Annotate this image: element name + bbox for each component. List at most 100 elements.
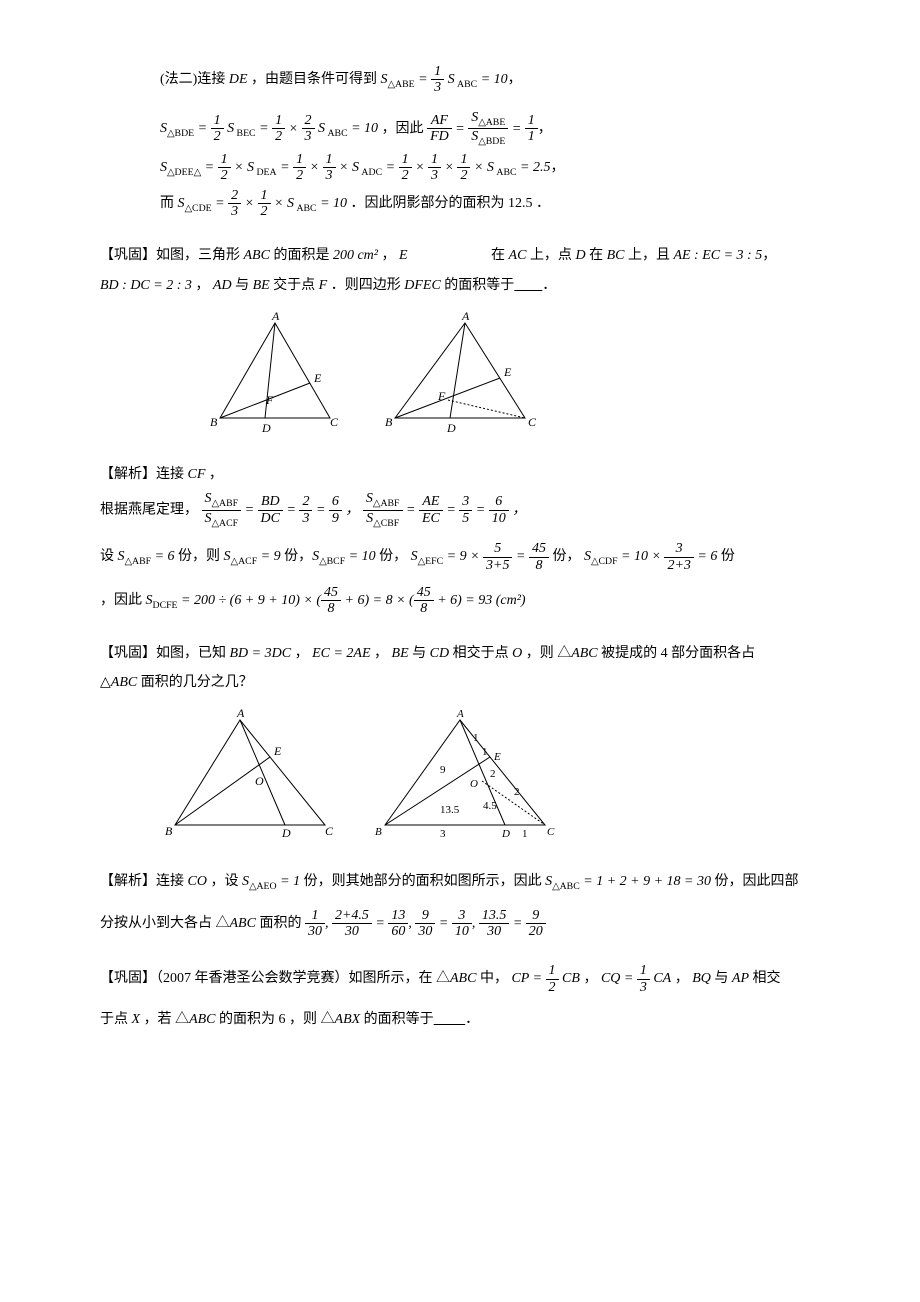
solution-1: 【解析】连接 CF ， 根据燕尾定理， S△ABFS△ACF = BDDC = …: [100, 462, 840, 617]
var: CF: [188, 467, 206, 482]
frac: S△ABFS△CBF: [363, 491, 403, 529]
frac: 920: [526, 908, 546, 940]
frac: 1360: [388, 908, 408, 940]
expr: ×: [306, 160, 322, 175]
expr: × S ADC =: [336, 160, 399, 175]
var: BE: [392, 646, 409, 661]
text: 的面积是: [270, 248, 333, 263]
num: 2: [514, 786, 520, 798]
var: AC: [509, 248, 527, 263]
frac: 458: [529, 541, 549, 573]
expr: S△EFC = 9 ×: [411, 549, 483, 564]
line: S△BDE = 12 S BEC = 12 × 23 S ABC = 10 ，因…: [160, 110, 840, 148]
var: ABC: [244, 248, 270, 263]
text: ，: [291, 646, 312, 661]
frac: 12: [399, 152, 412, 184]
text: ，: [538, 121, 552, 136]
problem-3: 【巩固】（2007 年香港圣公会数学竞赛）如图所示，在 △ABC 中， CP =…: [100, 963, 840, 1032]
line: 而 S△CDE = 23 × 12 × S ABC = 10 ．因此阴影部分的面…: [160, 188, 840, 220]
text: 的面积等于: [360, 1012, 434, 1027]
expr: ×: [412, 160, 428, 175]
text: (法二)连接: [160, 72, 229, 87]
tag: 【解析】: [100, 874, 156, 889]
expr: BD = 3DC: [230, 646, 292, 661]
expr: =: [312, 502, 328, 517]
text: 在: [488, 248, 509, 263]
expr: ,: [325, 916, 332, 931]
num: 1: [482, 746, 488, 758]
frac: 53+5: [483, 541, 512, 573]
expr: =: [403, 502, 419, 517]
expr: BD : DC = 2 : 3: [100, 278, 192, 293]
label-D: D: [446, 421, 456, 435]
frac: 11: [525, 113, 538, 145]
label-O: O: [470, 778, 478, 790]
label-C: C: [547, 826, 555, 838]
expr: AE : EC = 3 : 5: [673, 248, 762, 263]
frac: 12: [293, 152, 306, 184]
label-D: D: [261, 421, 271, 435]
label-E: E: [273, 744, 282, 758]
label-C: C: [325, 824, 334, 838]
expr: =: [372, 916, 388, 931]
expr: ,: [472, 916, 479, 931]
line: △ABC 面积的几分之几？: [100, 670, 840, 695]
expr: =: [508, 121, 524, 136]
text: 的面积等于: [441, 278, 515, 293]
label-E: E: [503, 365, 512, 379]
expr: =: [241, 502, 257, 517]
expr: S ABC = 10: [444, 72, 508, 87]
expr: ×: [241, 196, 257, 211]
line: 于点 X ，若 △ABC 的面积为 6 ，则 △ABX 的面积等于 ．: [100, 1007, 840, 1032]
frac: 23: [302, 113, 315, 145]
expr: ,: [408, 916, 415, 931]
line: 设 S△ABF = 6 份，则 S△ACF = 9 份，S△BCF = 10 份…: [100, 541, 840, 573]
var: AP: [732, 971, 749, 986]
expr: CB: [559, 971, 580, 986]
text: 与: [232, 278, 253, 293]
label-B: B: [375, 826, 382, 838]
expr: × S ABC = 2.5: [470, 160, 550, 175]
var: ABC: [571, 646, 597, 661]
text: ，: [580, 971, 601, 986]
triangle-diagram-2a: A B C D E O: [160, 705, 340, 845]
label-C: C: [528, 415, 537, 429]
line: S△DEE△ = 12 × S DEA = 12 × 13 × S ADC = …: [160, 152, 840, 184]
expr: S△CDF = 10 ×: [584, 549, 665, 564]
text: ，若 △: [140, 1012, 189, 1027]
text: 面积的几分之几？: [137, 675, 253, 690]
frac: 12: [211, 113, 224, 145]
text: 于点: [100, 1012, 132, 1027]
expr: CP =: [511, 971, 545, 986]
label-A: A: [236, 706, 245, 720]
expr: =: [512, 549, 528, 564]
expr: =: [435, 916, 451, 931]
var: ABC: [111, 675, 137, 690]
line: 分按从小到大各占 △ABC 面积的 130, 2+4.530 = 1360, 9…: [100, 908, 840, 940]
frac: 12: [272, 113, 285, 145]
text: 上，点: [526, 248, 575, 263]
line: 【解析】连接 CO ，设 S△AEO = 1 份，则其她部分的面积如图所示，因此…: [100, 869, 840, 895]
expr: S△ABC = 1 + 2 + 9 + 18 = 30: [545, 874, 711, 889]
line: 根据燕尾定理， S△ABFS△ACF = BDDC = 23 = 69 ， S△…: [100, 491, 840, 529]
expr: SDCFE = 200 ÷ (6 + 9 + 10) × (: [146, 593, 322, 608]
expr: ×: [285, 121, 301, 136]
text: ，则 △: [522, 646, 571, 661]
label-B: B: [385, 415, 393, 429]
expr: ×: [441, 160, 457, 175]
expr: CQ =: [601, 971, 637, 986]
expr: S△CDE =: [178, 196, 229, 211]
triangle-diagram-1b: A B C D E F: [380, 308, 540, 438]
line: BD : DC = 2 : 3 ， AD 与 BE 交于点 F ．则四边形 DF…: [100, 273, 840, 298]
var: BC: [607, 248, 625, 263]
num: 1: [522, 828, 528, 840]
text: 在: [586, 248, 607, 263]
label-A: A: [456, 708, 464, 720]
tag: 【巩固】: [100, 646, 156, 661]
text: 相交: [749, 971, 781, 986]
text: ，因此: [382, 121, 424, 136]
text: 面积的: [256, 916, 305, 931]
text: ．因此阴影部分的面积为 12.5 ．: [351, 196, 551, 211]
var: AD: [213, 278, 232, 293]
text: ，: [550, 160, 564, 175]
